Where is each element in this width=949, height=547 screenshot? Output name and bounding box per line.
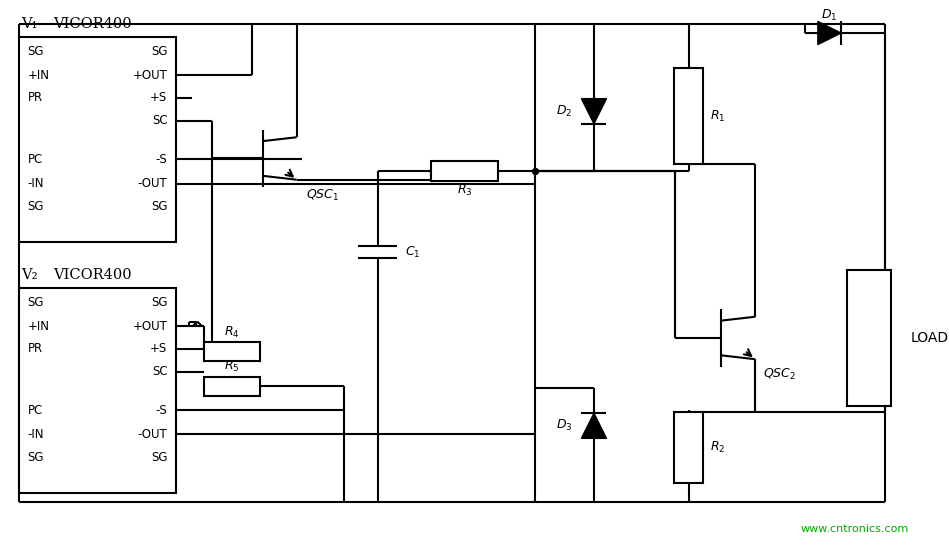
Text: V₁: V₁ xyxy=(21,18,37,31)
Text: $C_1$: $C_1$ xyxy=(405,245,420,260)
Text: SG: SG xyxy=(151,45,167,58)
Text: +OUT: +OUT xyxy=(133,320,167,333)
Text: VICOR400: VICOR400 xyxy=(53,18,132,31)
Text: -IN: -IN xyxy=(28,428,44,441)
Text: $D_2$: $D_2$ xyxy=(556,103,572,119)
Text: SG: SG xyxy=(28,200,44,213)
Text: PC: PC xyxy=(28,153,43,166)
Text: SG: SG xyxy=(151,200,167,213)
Bar xyxy=(674,68,703,164)
Polygon shape xyxy=(582,98,606,124)
Text: -S: -S xyxy=(156,404,167,417)
Text: -OUT: -OUT xyxy=(138,428,167,441)
Bar xyxy=(431,161,498,181)
Bar xyxy=(19,288,177,493)
Text: $D_3$: $D_3$ xyxy=(556,418,572,433)
Text: SC: SC xyxy=(152,114,167,127)
Text: $R_1$: $R_1$ xyxy=(710,108,725,124)
Text: SG: SG xyxy=(28,45,44,58)
Bar xyxy=(19,37,177,242)
Text: -S: -S xyxy=(156,153,167,166)
Text: SG: SG xyxy=(28,451,44,464)
Text: -OUT: -OUT xyxy=(138,177,167,190)
Text: $D_1$: $D_1$ xyxy=(821,8,838,23)
Text: +IN: +IN xyxy=(28,320,49,333)
Text: VICOR400: VICOR400 xyxy=(53,268,132,282)
Text: +S: +S xyxy=(150,342,167,355)
Text: SG: SG xyxy=(151,451,167,464)
Text: LOAD: LOAD xyxy=(910,331,949,345)
Text: $R_2$: $R_2$ xyxy=(710,439,725,455)
Text: $R_3$: $R_3$ xyxy=(456,183,473,198)
Text: SG: SG xyxy=(151,296,167,309)
Bar xyxy=(674,412,703,483)
Bar xyxy=(847,270,891,405)
Text: $R_4$: $R_4$ xyxy=(224,324,240,340)
Text: PR: PR xyxy=(28,91,43,104)
Text: +S: +S xyxy=(150,91,167,104)
Text: +OUT: +OUT xyxy=(133,69,167,82)
Text: V₂: V₂ xyxy=(21,268,37,282)
Text: +IN: +IN xyxy=(28,69,49,82)
Text: $R_5$: $R_5$ xyxy=(224,359,240,375)
Text: PC: PC xyxy=(28,404,43,417)
Text: SG: SG xyxy=(28,296,44,309)
Text: $QSC_2$: $QSC_2$ xyxy=(763,367,796,382)
Text: PR: PR xyxy=(28,342,43,355)
Text: -IN: -IN xyxy=(28,177,44,190)
Text: $QSC_1$: $QSC_1$ xyxy=(307,188,340,203)
Polygon shape xyxy=(818,21,841,45)
Text: SC: SC xyxy=(152,365,167,379)
Bar xyxy=(204,342,260,361)
Text: www.cntronics.com: www.cntronics.com xyxy=(800,524,908,534)
Bar xyxy=(204,376,260,396)
Polygon shape xyxy=(582,414,606,438)
